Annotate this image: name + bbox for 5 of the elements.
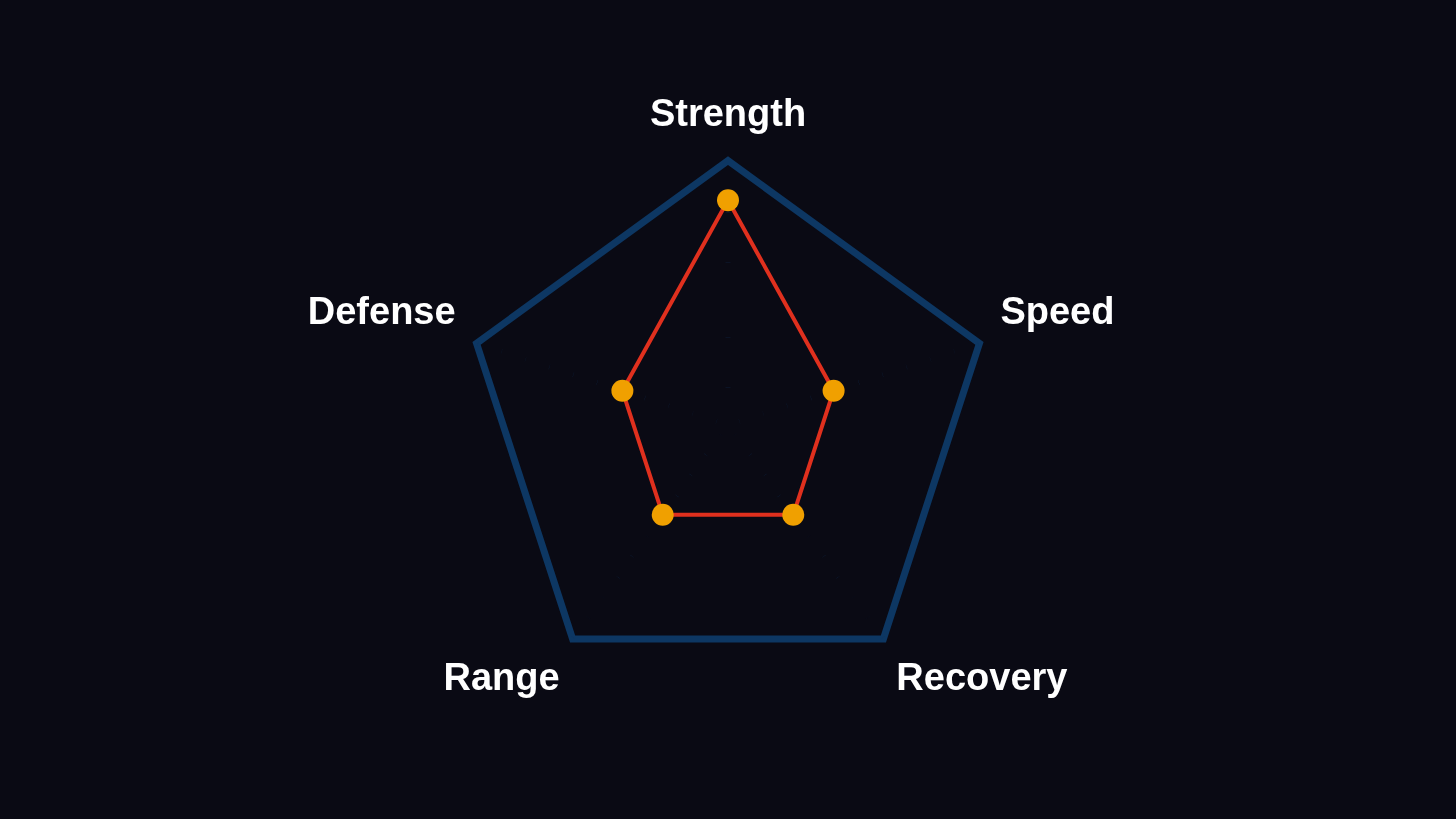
spoke-label: Recovery — [896, 655, 1068, 698]
spoke-label: Speed — [1000, 290, 1115, 333]
spoke-label: Range — [443, 655, 560, 698]
spoke-label: Defense — [307, 290, 456, 333]
spoke-label: Strength — [649, 92, 807, 135]
